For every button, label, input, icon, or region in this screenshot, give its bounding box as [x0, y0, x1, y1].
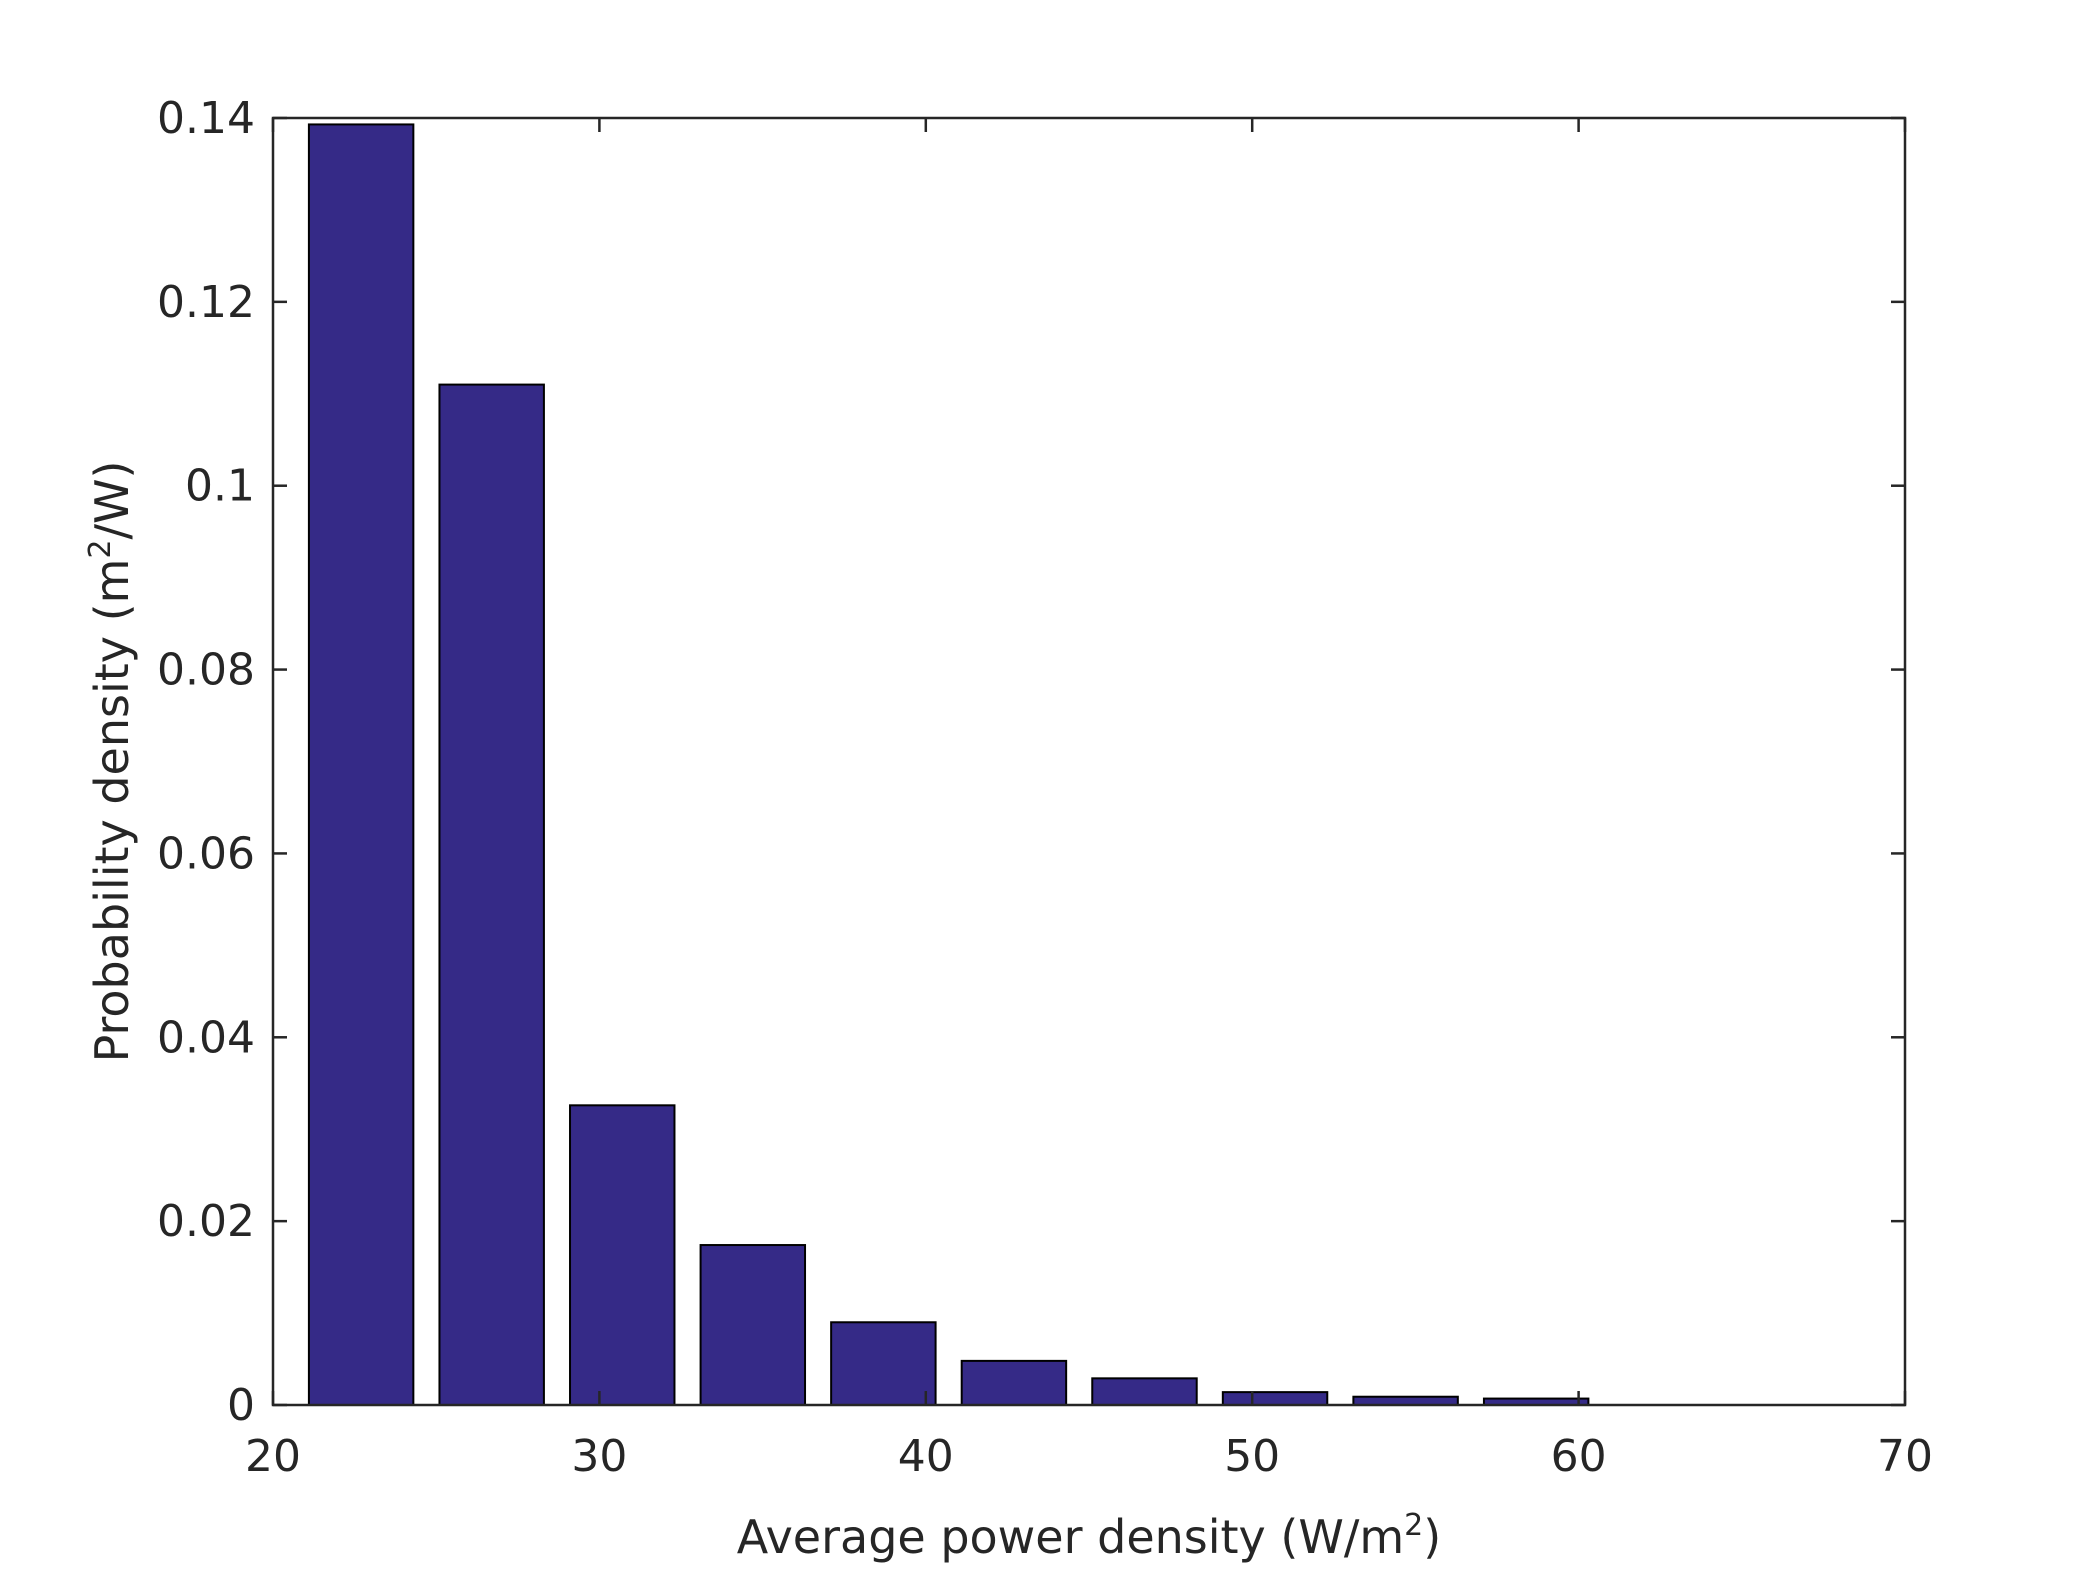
- axes-box: [271, 116, 1907, 1407]
- y-tick-label: 0.1: [185, 461, 255, 512]
- bars-group: [307, 123, 1590, 1407]
- ticks-group: [271, 116, 1907, 1407]
- bar-5: [830, 1321, 937, 1406]
- y-tick-label: 0.06: [157, 828, 255, 879]
- y-tick-label: 0.08: [157, 645, 255, 696]
- bar-1: [307, 123, 415, 1406]
- y-axis-title: Probability density (m2/W): [83, 461, 139, 1063]
- bar-6: [960, 1359, 1068, 1406]
- tick-labels-group: 20 30 40 50 60 70 0 0.02 0.04 0.06 0.08 0.1 0.12 0.14: [157, 93, 1933, 1482]
- x-tick-label: 70: [1877, 1431, 1933, 1482]
- x-axis-title: Average power density (W/m2): [737, 1508, 1441, 1564]
- bar-8: [1221, 1391, 1329, 1407]
- x-tick-label: 40: [898, 1431, 954, 1482]
- y-tick-label: 0.14: [157, 93, 255, 144]
- y-tick-label: 0: [227, 1380, 255, 1431]
- x-tick-label: 20: [245, 1431, 301, 1482]
- bar-3: [569, 1104, 676, 1406]
- bar-4: [699, 1244, 807, 1407]
- bar-7: [1091, 1377, 1198, 1406]
- y-tick-label: 0.02: [157, 1196, 255, 1247]
- y-tick-label: 0.12: [157, 277, 255, 328]
- y-tick-label: 0.04: [157, 1012, 255, 1063]
- x-tick-label: 30: [571, 1431, 627, 1482]
- x-tick-label: 60: [1551, 1431, 1607, 1482]
- x-tick-label: 50: [1224, 1431, 1280, 1482]
- bar-2: [438, 383, 545, 1407]
